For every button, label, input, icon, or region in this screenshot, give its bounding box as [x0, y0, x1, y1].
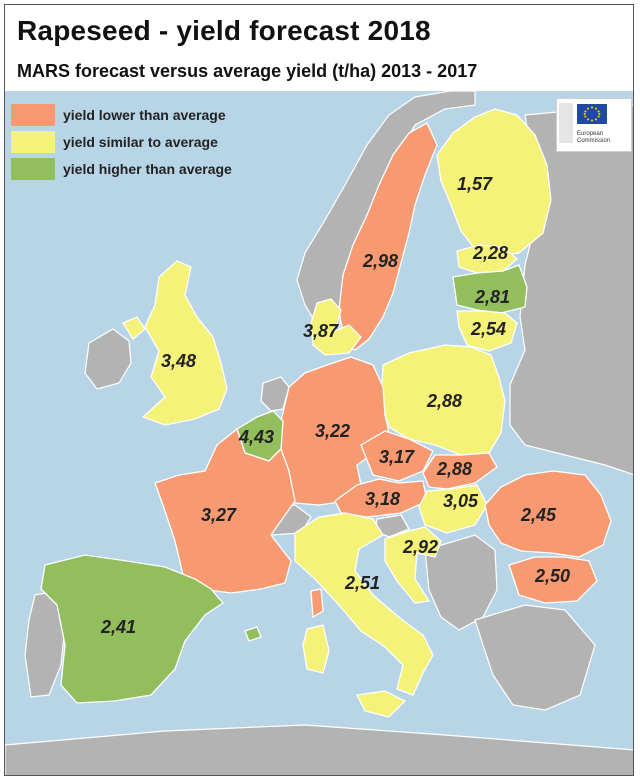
legend-swatch-similar: [11, 130, 55, 153]
region-sweden: [338, 122, 438, 351]
label-united-kingdom: 3,48: [161, 351, 196, 371]
region-lithuania: [456, 310, 518, 352]
label-estonia: 2,28: [472, 243, 508, 263]
eu-flag-icon: [559, 103, 607, 143]
region-corsica: [310, 588, 324, 619]
legend-label: yield similar to average: [63, 133, 218, 150]
region-sardinia: [302, 624, 330, 674]
legend-item-lower: yield lower than average: [11, 101, 232, 128]
legend-swatch-higher: [11, 157, 55, 180]
legend-label: yield lower than average: [63, 106, 226, 123]
label-latvia: 2,81: [474, 287, 510, 307]
country-shapes: [40, 108, 612, 718]
header: Rapeseed - yield forecast 2018 MARS fore…: [5, 5, 633, 91]
label-italy: 2,51: [344, 573, 380, 593]
region-sicily: [356, 690, 407, 718]
label-slovakia: 2,88: [436, 459, 472, 479]
region-czechia: [360, 430, 434, 482]
legend-label: yield higher than average: [63, 160, 232, 177]
region-spain: [40, 554, 224, 704]
label-czechia: 3,17: [379, 447, 415, 467]
map-frame: Rapeseed - yield forecast 2018 MARS fore…: [4, 4, 634, 776]
region-poland: [380, 344, 506, 456]
label-spain: 2,41: [100, 617, 136, 637]
region-ireland-north: [122, 316, 146, 340]
label-lithuania: 2,54: [470, 319, 506, 339]
label-benelux: 4,43: [238, 427, 274, 447]
label-france: 3,27: [201, 505, 237, 525]
region-latvia: [452, 264, 528, 314]
region-croatia: [384, 526, 442, 604]
region-united-kingdom: [141, 260, 228, 426]
europe-map: 1,57 2,98 2,28 2,81 2,54 3,87 3,48 2,88 …: [5, 91, 633, 775]
label-finland: 1,57: [457, 174, 493, 194]
value-labels: 1,57 2,98 2,28 2,81 2,54 3,87 3,48 2,88 …: [100, 174, 570, 637]
region-netherlands: [260, 376, 290, 412]
label-romania: 2,45: [520, 505, 557, 525]
legend-swatch-lower: [11, 103, 55, 126]
label-austria: 3,18: [365, 489, 400, 509]
legend-item-similar: yield similar to average: [11, 128, 232, 155]
region-romania: [484, 470, 612, 558]
label-denmark: 3,87: [303, 321, 339, 341]
region-bulgaria: [508, 556, 598, 604]
logo-text: European Commission: [577, 131, 611, 144]
label-sweden: 2,98: [362, 251, 398, 271]
region-slovakia: [422, 452, 498, 490]
map-title: Rapeseed - yield forecast 2018: [17, 15, 431, 46]
region-estonia: [456, 244, 518, 274]
label-bulgaria: 2,50: [534, 566, 570, 586]
region-italy: [294, 512, 434, 696]
label-germany: 3,22: [315, 421, 350, 441]
region-balearics: [244, 626, 262, 642]
region-finland: [436, 108, 552, 258]
region-hungary: [418, 484, 488, 534]
label-croatia: 2,92: [402, 537, 438, 557]
legend-item-higher: yield higher than average: [11, 155, 232, 182]
eu-commission-logo: European Commission: [556, 98, 632, 152]
label-hungary: 3,05: [443, 491, 479, 511]
map-subtitle: MARS forecast versus average yield (t/ha…: [17, 61, 478, 81]
label-poland: 2,88: [426, 391, 462, 411]
region-denmark: [310, 298, 362, 356]
legend: yield lower than average yield similar t…: [11, 101, 232, 182]
